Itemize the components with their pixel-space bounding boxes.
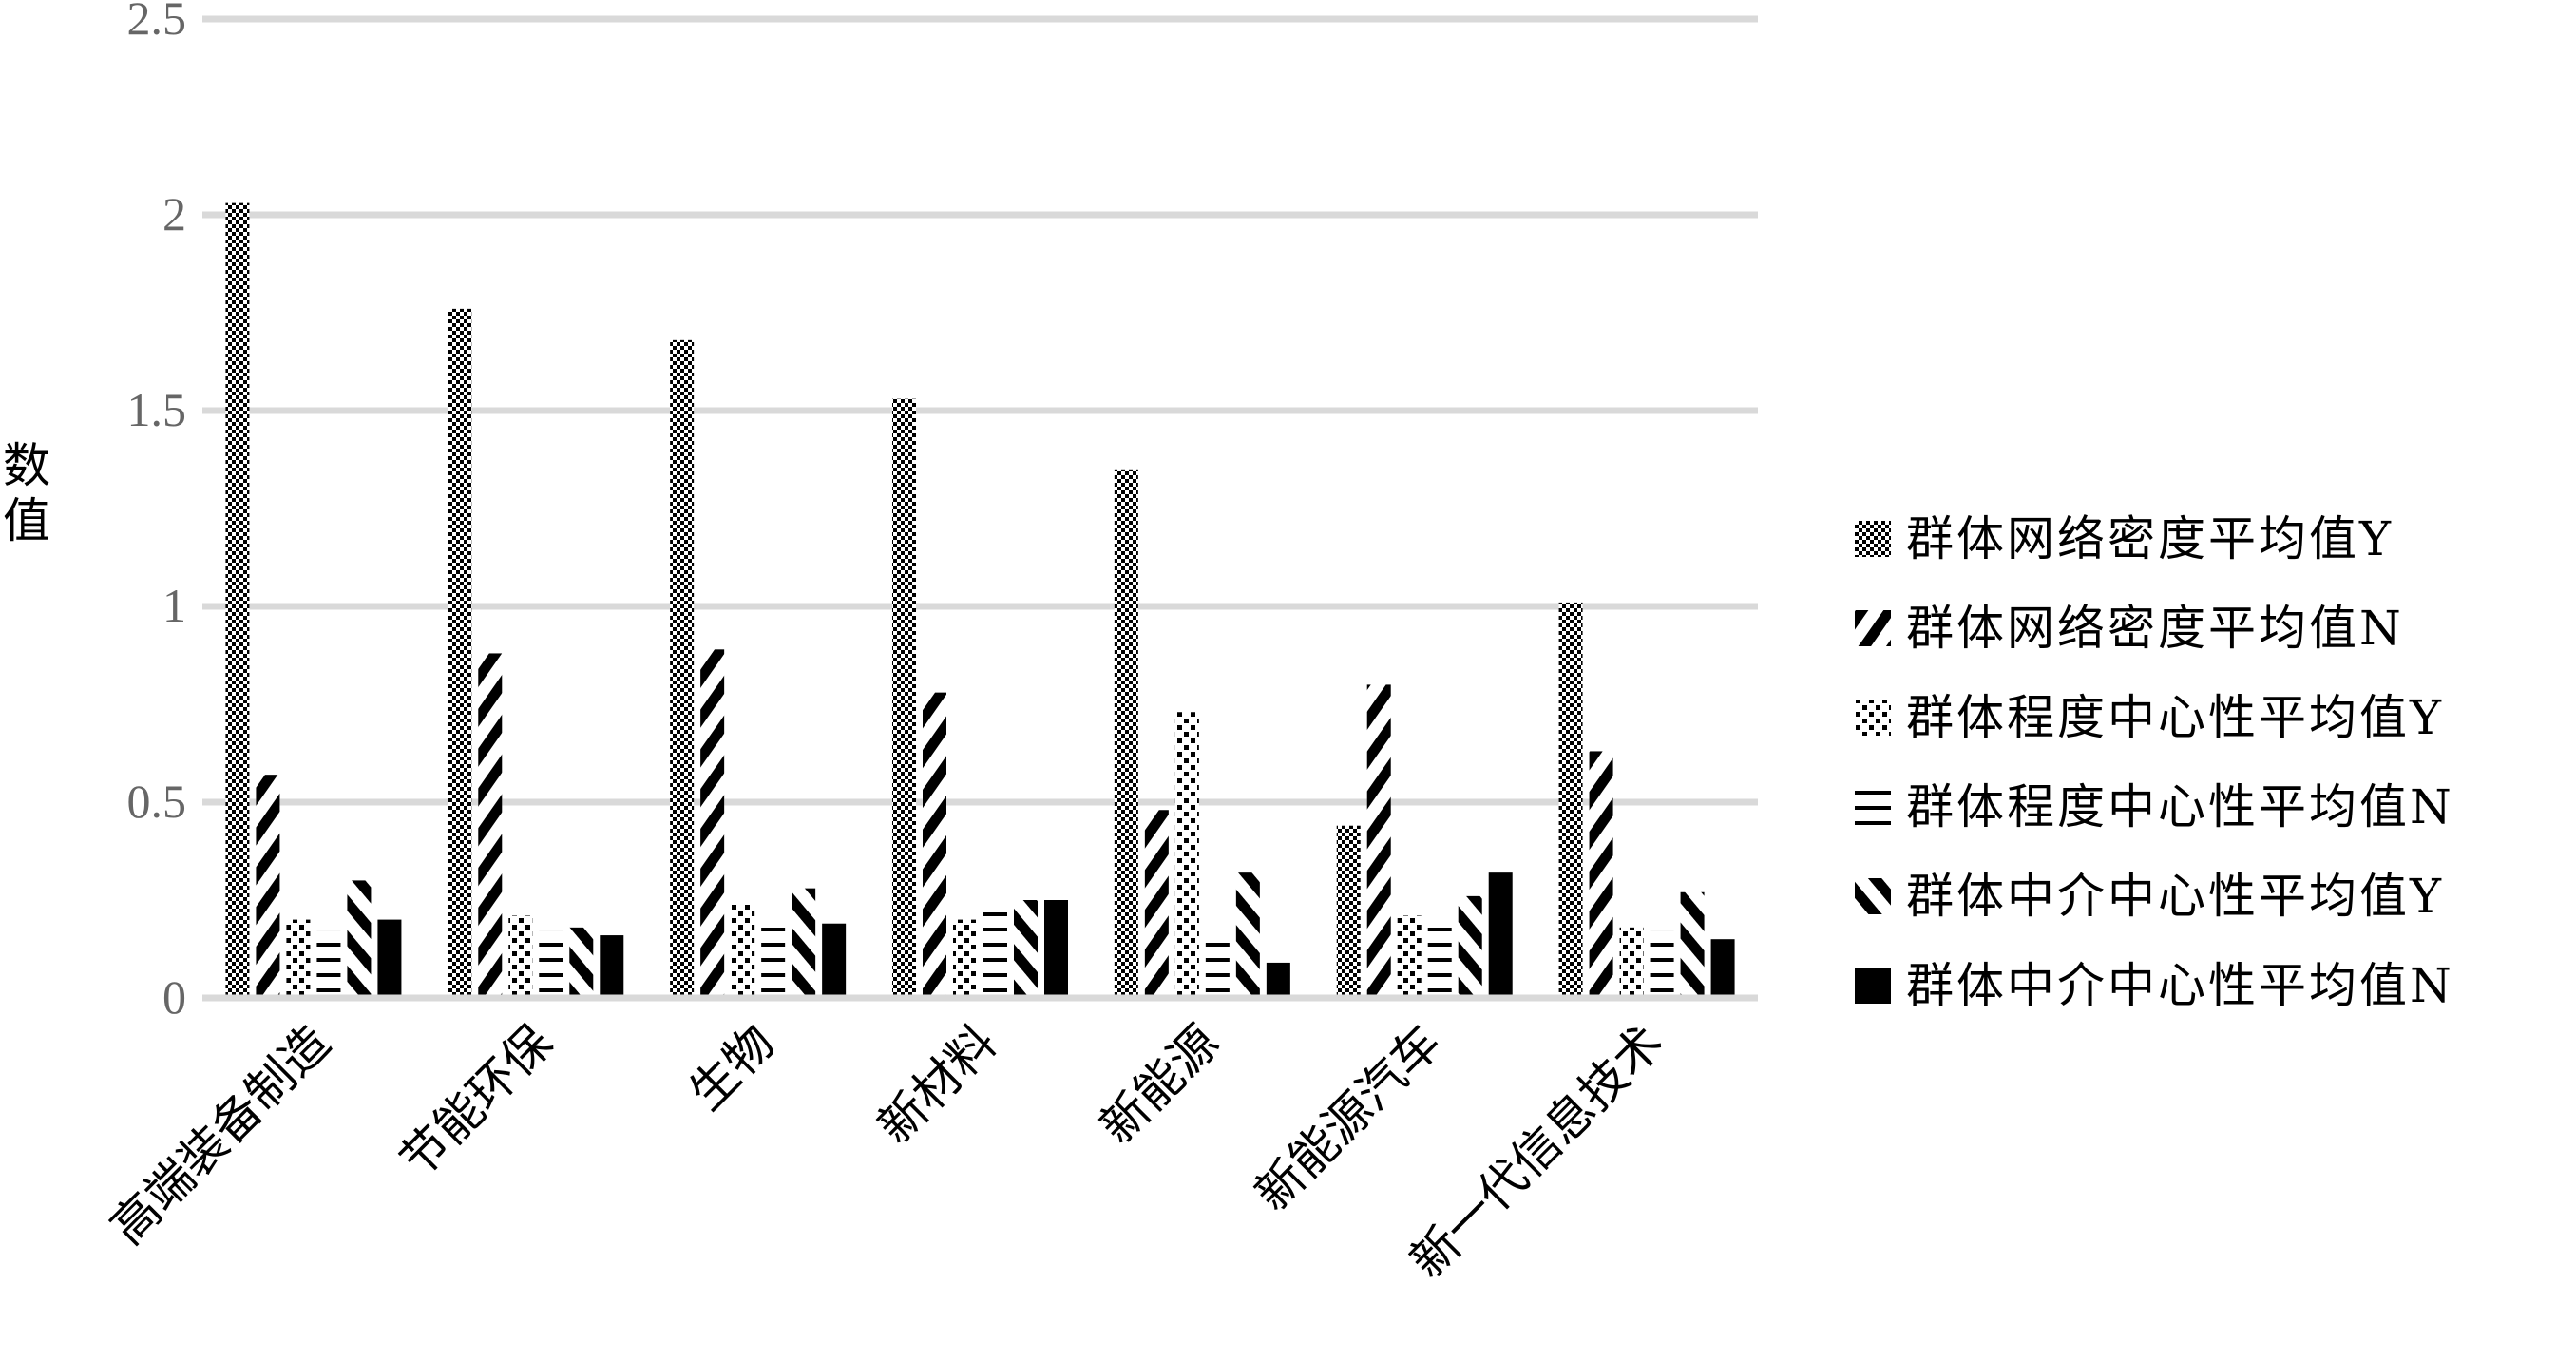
bar xyxy=(983,911,1007,998)
y-axis-label: 数值 xyxy=(3,438,50,548)
bar xyxy=(1488,872,1513,998)
bar xyxy=(1619,927,1644,998)
legend: 群体网络密度平均值Y 群体网络密度平均值N 群体程度中心性平均值Y 群体程度中心性平均… xyxy=(1855,511,2454,1013)
y-tick-label: 1.5 xyxy=(127,383,187,436)
y-tick-label: 2 xyxy=(162,187,186,240)
legend-label: 群体网络密度平均值Y xyxy=(1906,511,2394,566)
y-tick-label: 2.5 xyxy=(127,0,187,45)
legend-swatch xyxy=(1855,968,1891,1004)
bar xyxy=(1650,930,1674,998)
legend-label: 群体中介中心性平均值N xyxy=(1906,958,2454,1013)
bar xyxy=(508,915,533,998)
bar xyxy=(1174,712,1199,998)
bar xyxy=(670,339,695,999)
bar xyxy=(1589,751,1613,998)
y-tick-label: 1 xyxy=(162,579,186,632)
bar xyxy=(539,930,563,998)
legend-label: 群体程度中心性平均值Y xyxy=(1906,690,2444,745)
bars xyxy=(225,202,1735,999)
legend-label: 群体网络密度平均值N xyxy=(1906,601,2404,656)
x-tick-label: 生物 xyxy=(678,1014,785,1121)
bar xyxy=(1458,895,1482,998)
bar xyxy=(1397,915,1422,998)
x-tick-label: 新能源汽车 xyxy=(1245,1014,1452,1221)
legend-swatch xyxy=(1855,521,1891,557)
bar xyxy=(953,919,977,998)
bar xyxy=(1427,927,1452,998)
bar xyxy=(822,923,847,998)
y-axis-ticks: 0 0.5 1 1.5 2 2.5 xyxy=(127,0,187,1024)
bar xyxy=(1266,962,1290,998)
y-tick-label: 0 xyxy=(162,970,186,1024)
bar xyxy=(1558,602,1583,998)
bar xyxy=(377,919,402,998)
bar xyxy=(286,919,311,998)
bar xyxy=(316,930,341,998)
bar xyxy=(256,775,280,998)
bar xyxy=(923,692,946,998)
bar xyxy=(700,649,725,998)
legend-swatch xyxy=(1855,700,1891,736)
y-tick-label: 0.5 xyxy=(127,775,187,828)
legend-label: 群体中介中心性平均值Y xyxy=(1906,869,2444,924)
bar xyxy=(792,888,816,998)
bar xyxy=(569,927,594,998)
bar xyxy=(478,653,503,998)
legend-label: 群体程度中心性平均值N xyxy=(1906,779,2454,834)
bar xyxy=(892,398,916,998)
x-tick-label: 新材料 xyxy=(868,1014,1007,1154)
bar xyxy=(1205,935,1230,998)
legend-swatch xyxy=(1855,610,1891,646)
bar xyxy=(347,880,372,998)
bar xyxy=(1336,825,1361,998)
bar xyxy=(600,935,624,998)
bar xyxy=(448,308,472,998)
x-tick-label: 高端装备制造 xyxy=(100,1014,340,1255)
x-tick-label: 节能环保 xyxy=(390,1014,563,1187)
bar xyxy=(1680,891,1705,998)
bar xyxy=(731,904,755,998)
bar xyxy=(1014,900,1038,998)
legend-swatch xyxy=(1855,878,1891,914)
bar xyxy=(1710,939,1735,998)
bar xyxy=(1044,900,1068,998)
bar xyxy=(761,923,786,998)
bar xyxy=(1114,469,1138,998)
bar xyxy=(1144,810,1169,998)
gridlines xyxy=(202,15,1758,806)
legend-swatch xyxy=(1855,789,1891,825)
bar xyxy=(225,202,250,998)
bar xyxy=(1366,684,1391,998)
bar xyxy=(1235,872,1260,998)
x-tick-label: 新能源 xyxy=(1090,1014,1230,1154)
